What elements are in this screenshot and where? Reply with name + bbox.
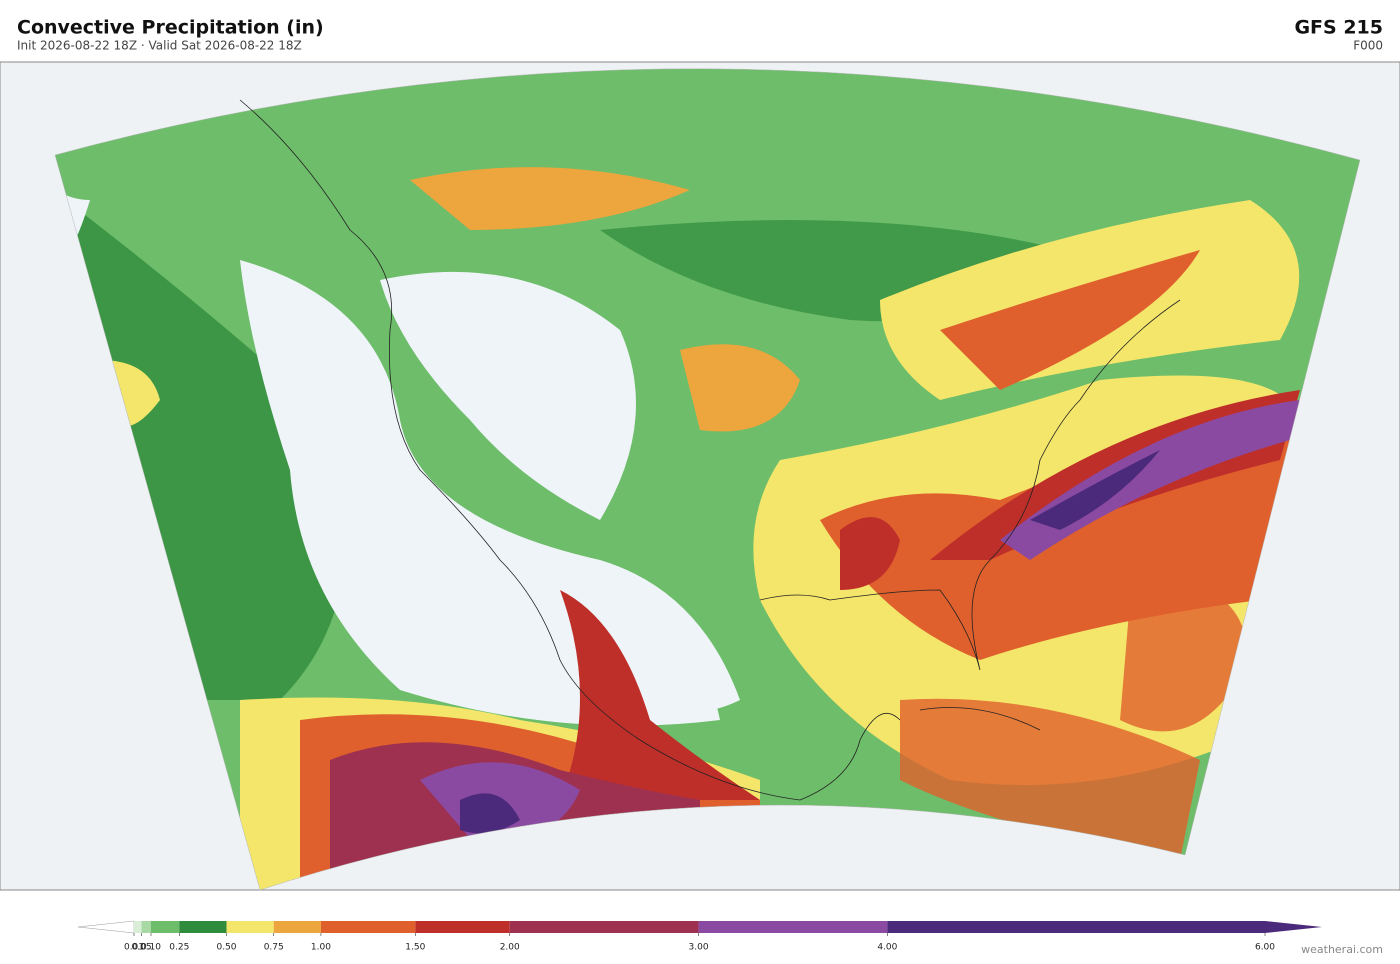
colorbar-tick-label: 2.00 [500, 943, 520, 953]
title: Convective Precipitation (in) [17, 17, 324, 39]
subtitle: Init 2026-08-22 18Z · Valid Sat 2026-08-… [17, 39, 302, 53]
colorbar-tick-label: 0.05 [132, 943, 152, 953]
colorbar-tick-label: 4.00 [877, 943, 897, 953]
credit: weatherai.com [1301, 943, 1383, 956]
colorbar-segment [150, 921, 180, 933]
map [0, 61, 1400, 891]
colorbar-segment [698, 921, 888, 933]
colorbar-segment [179, 921, 227, 933]
colorbar-segment [415, 921, 510, 933]
colorbar-tick-label: 1.50 [405, 943, 425, 953]
colorbar-tick-label: 3.00 [689, 943, 709, 953]
colorbar-tick-label: 0.50 [216, 943, 236, 953]
colorbar-tick-label: 1.00 [311, 943, 331, 953]
colorbar-segment [141, 921, 151, 933]
colorbar-tick-label: 0.10 [141, 943, 161, 953]
colorbar-segment [887, 921, 1265, 933]
colorbar-tick-label: 0.75 [264, 943, 284, 953]
colorbar-segment [320, 921, 416, 933]
forecast-hour: F000 [1353, 39, 1383, 53]
colorbar-under [77, 920, 135, 934]
colorbar-over [1265, 921, 1322, 933]
colorbar-segment [134, 921, 142, 933]
colorbar-tick-label: 6.00 [1255, 943, 1275, 953]
colorbar-segment [273, 921, 321, 933]
colorbar-tick-label: 0.01 [124, 943, 144, 953]
colorbar-segment [226, 921, 274, 933]
coastlines [239, 99, 1181, 801]
colorbar-segment [509, 921, 699, 933]
colorbar-tick-label: 0.25 [169, 943, 189, 953]
colorbar: 0.010.050.10 0.25 0.50 0.75 1.00 1.50 2.00 3.00… [77, 920, 1322, 953]
model-label: GFS 215 [1294, 17, 1383, 39]
